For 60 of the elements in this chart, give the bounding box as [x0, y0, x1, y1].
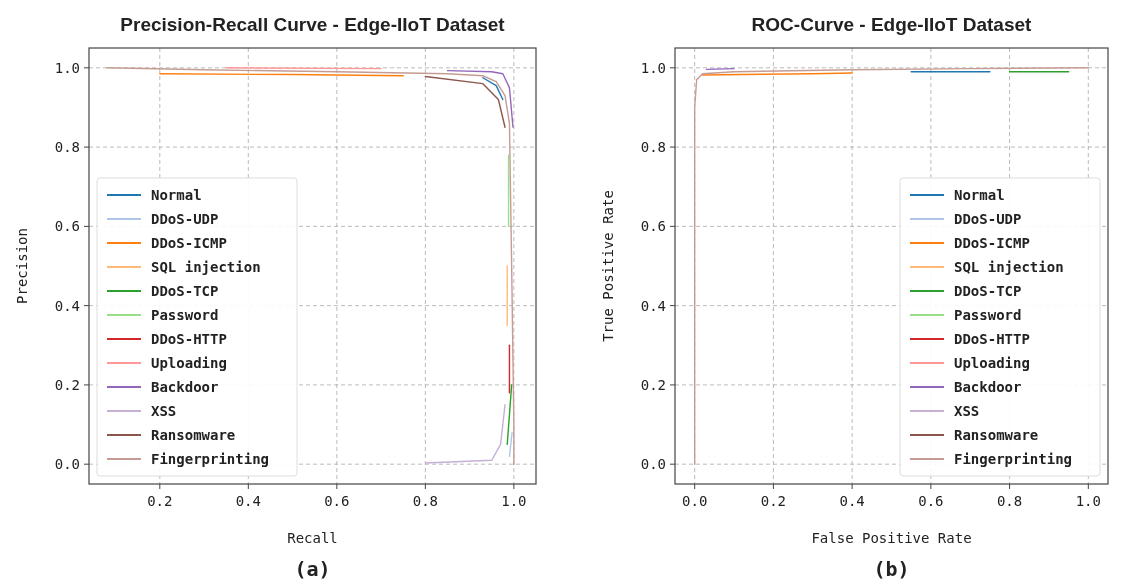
line-series — [446, 69, 514, 128]
legend-label: DDoS-TCP — [954, 283, 1022, 299]
y-tick-label: 0.0 — [54, 456, 80, 473]
legend-label: Backdoor — [954, 379, 1022, 395]
legend-label: Password — [151, 307, 219, 323]
legend-label: Ransomware — [151, 427, 236, 443]
legend-label: DDoS-UDP — [151, 211, 219, 227]
x-axis-title: Recall — [287, 530, 338, 546]
legend-label: DDoS-HTTP — [151, 331, 227, 347]
x-tick-label: 0.4 — [235, 493, 261, 509]
y-axis-title: Precision — [14, 228, 30, 304]
x-tick-label: 1.0 — [1075, 493, 1101, 509]
y-tick-label: 0.8 — [640, 139, 666, 156]
line-series — [693, 67, 1090, 465]
y-tick-label: 0.2 — [640, 376, 666, 393]
chart-title: Precision-Recall Curve - Edge-IIoT Dataset — [120, 14, 506, 35]
legend-label: Normal — [151, 187, 202, 203]
y-tick-label: 0.6 — [54, 218, 80, 235]
y-tick-label: 0.4 — [54, 297, 80, 314]
y-tick-label: 1.0 — [54, 59, 80, 76]
legend-label: SQL injection — [954, 259, 1064, 275]
x-tick-label: 0.2 — [760, 493, 787, 509]
text: (a) — [294, 557, 331, 581]
x-tick-label: 0.6 — [324, 493, 350, 509]
line-series — [106, 67, 515, 465]
y-axis-title: True Positive Rate — [600, 190, 616, 342]
chart-title: ROC-Curve - Edge-IIoT Dataset — [751, 14, 1033, 35]
y-tick-label: 0.6 — [640, 218, 666, 235]
legend-label: DDoS-TCP — [151, 283, 219, 299]
x-tick-label: 0.2 — [147, 493, 173, 509]
text: (b) — [873, 557, 910, 581]
x-tick-label: 1.0 — [501, 493, 527, 509]
legend-label: Uploading — [954, 355, 1030, 371]
line-series — [424, 75, 506, 128]
x-tick-label: 0.8 — [996, 493, 1023, 509]
y-tick-label: 0.0 — [640, 456, 666, 473]
x-tick-label: 0.6 — [918, 493, 944, 509]
legend-label: Password — [954, 307, 1022, 323]
legend-label: XSS — [151, 403, 177, 419]
x-tick-label: 0.8 — [412, 493, 438, 509]
legend-label: Uploading — [151, 355, 227, 371]
legend-label: SQL injection — [151, 259, 261, 275]
x-axis-title: False Positive Rate — [811, 530, 972, 546]
legend-label: Fingerprinting — [954, 451, 1073, 467]
legend-label: DDoS-HTTP — [954, 331, 1030, 347]
legend-label: Fingerprinting — [151, 451, 270, 467]
line-series — [424, 404, 506, 464]
legend-label: DDoS-ICMP — [151, 235, 227, 251]
legend-label: DDoS-UDP — [954, 211, 1022, 227]
x-tick-label: 0.0 — [682, 493, 708, 509]
x-tick-label: 0.4 — [839, 493, 865, 509]
y-tick-label: 0.8 — [54, 139, 80, 156]
y-tick-label: 0.4 — [640, 297, 666, 314]
y-tick-label: 0.2 — [54, 376, 80, 393]
legend-label: XSS — [954, 403, 980, 419]
legend-label: Ransomware — [954, 427, 1039, 443]
legend-label: Normal — [954, 187, 1005, 203]
y-tick-label: 1.0 — [640, 59, 666, 76]
legend-label: Backdoor — [151, 379, 219, 395]
legend-label: DDoS-ICMP — [954, 235, 1030, 251]
